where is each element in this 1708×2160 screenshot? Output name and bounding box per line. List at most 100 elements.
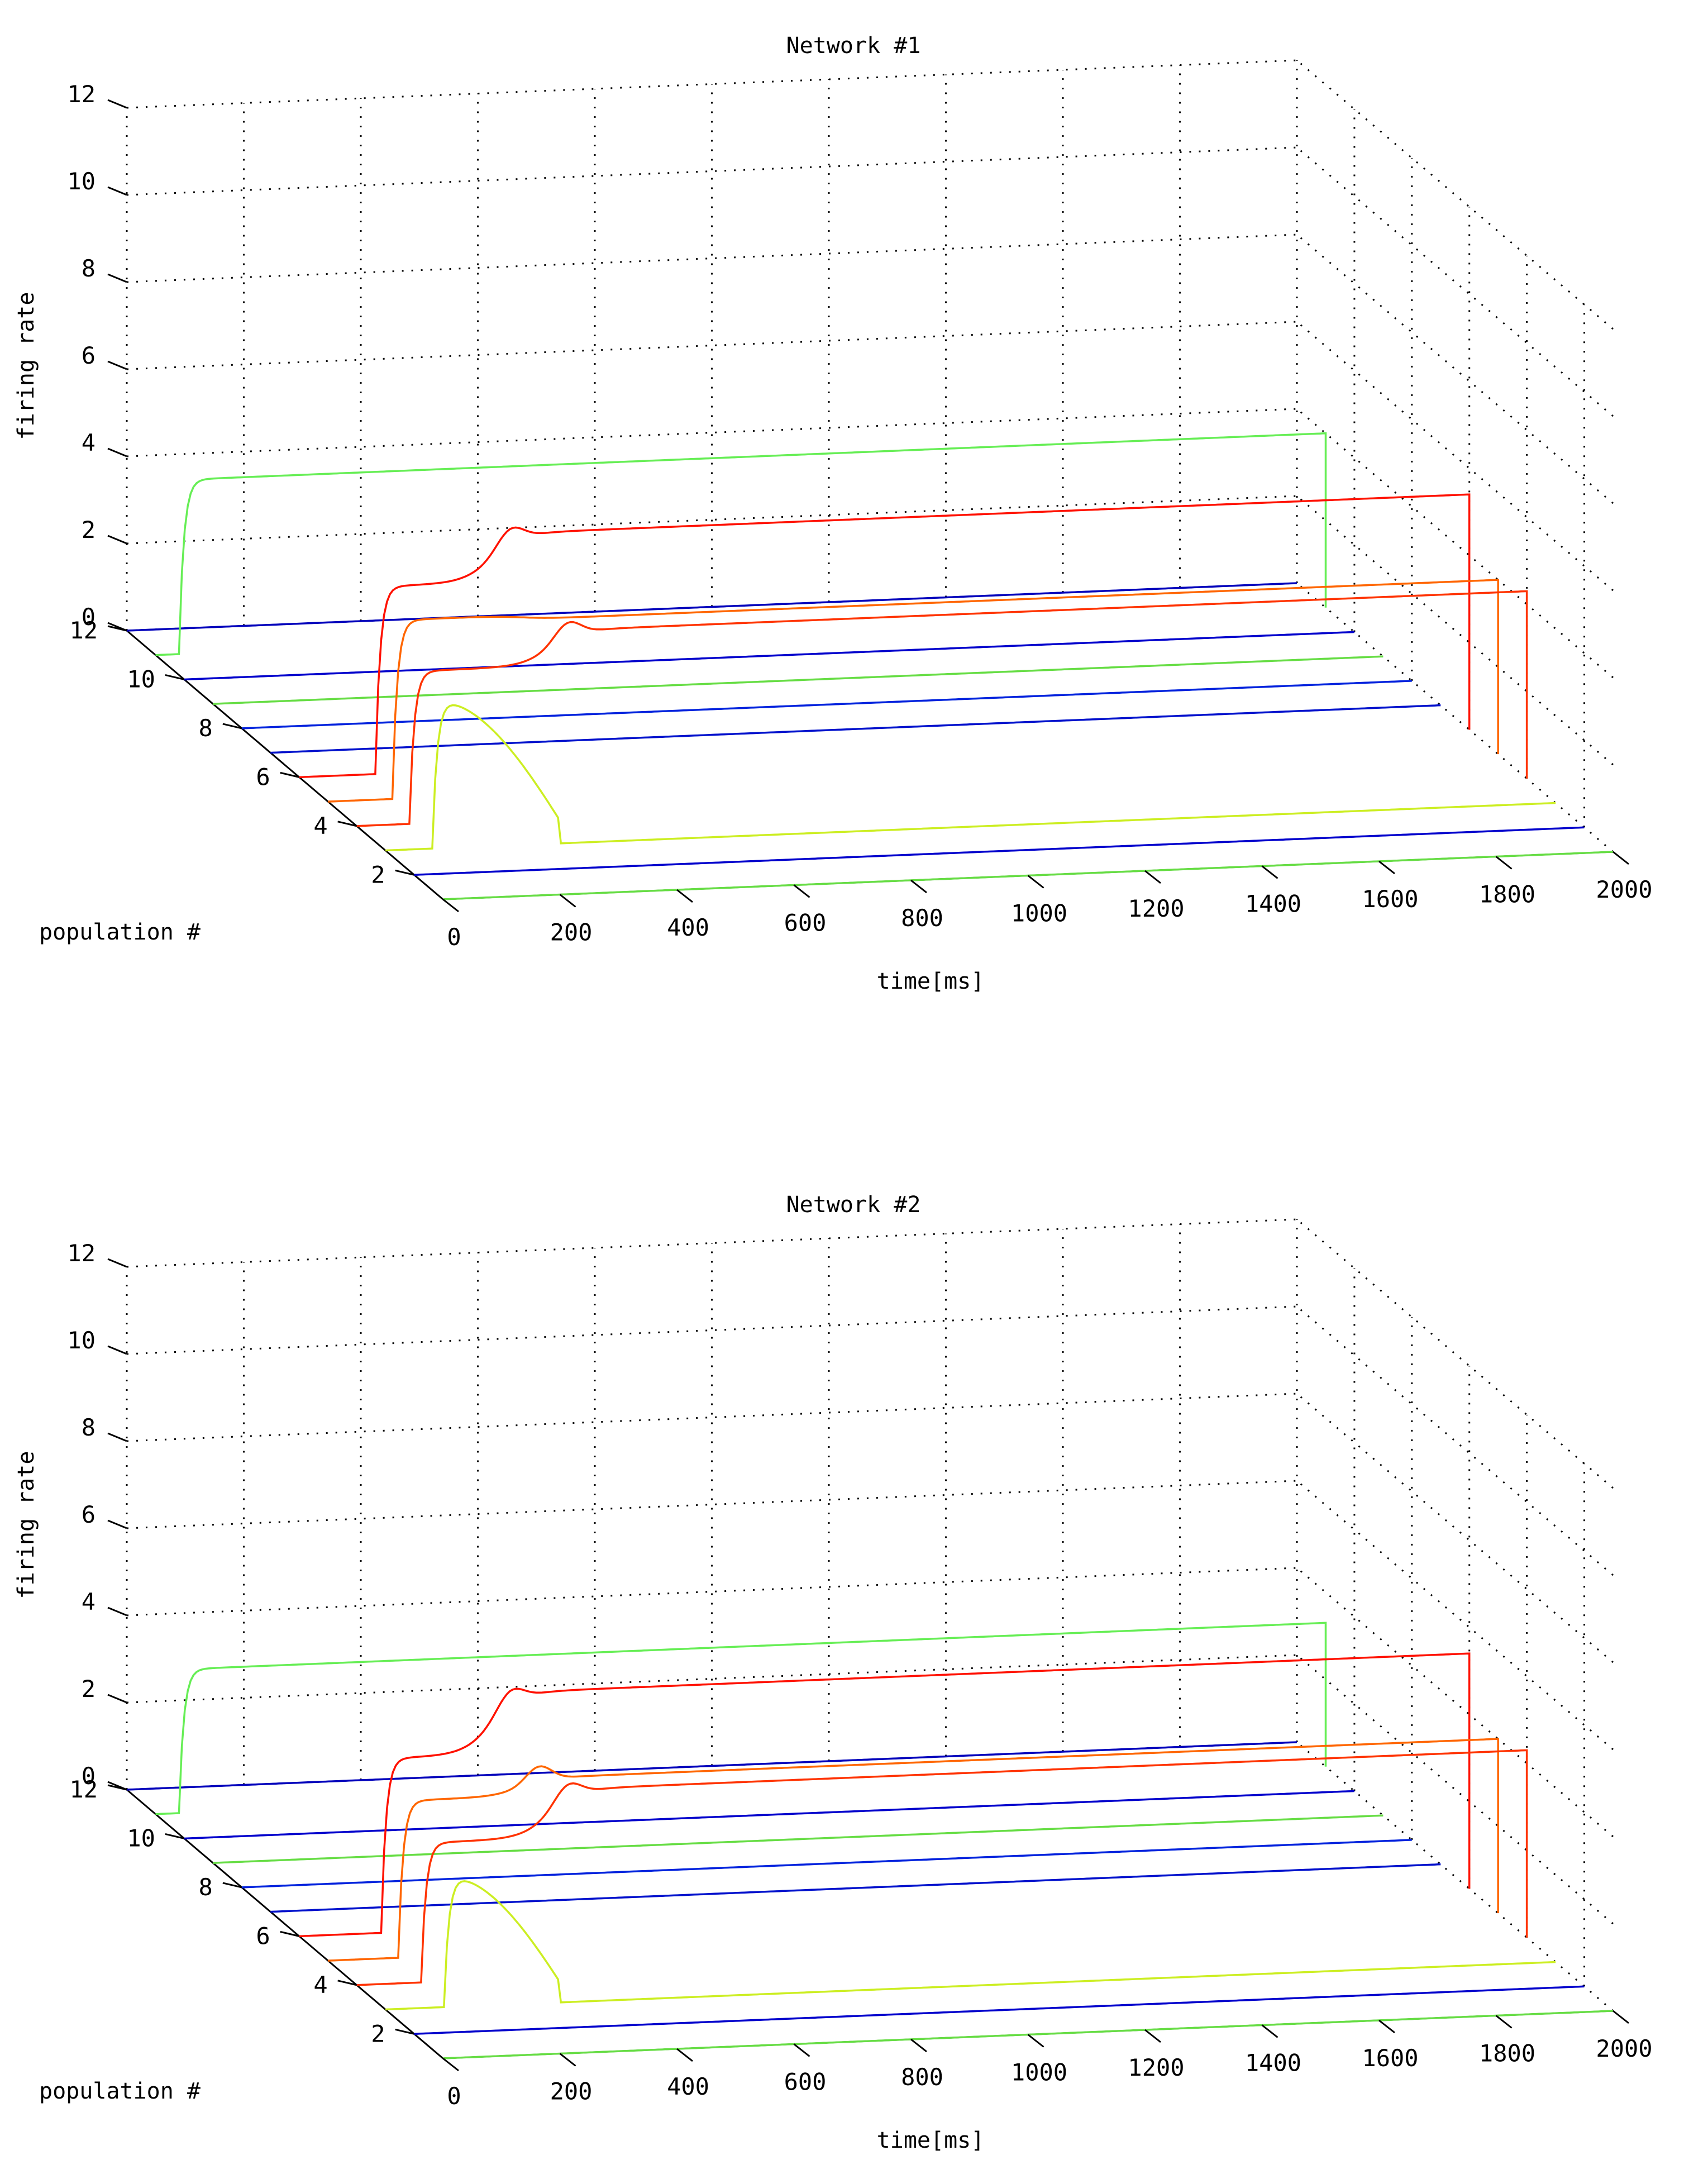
chart-network-1: Network #1 firing rate population # time…: [13, 33, 1653, 994]
z-tick-mark: [107, 535, 127, 545]
y-tick-label: 2: [371, 861, 385, 888]
y-tick-label: 8: [199, 714, 213, 742]
x-tick-label: 1600: [1362, 885, 1418, 913]
x-axis-label: time[ms]: [877, 2128, 985, 2153]
series-line-pop-6: [299, 493, 1471, 779]
y-tick-mark: [280, 1930, 300, 1937]
z-tick-label: 0: [82, 603, 96, 631]
z-tick-label: 0: [82, 1762, 96, 1790]
y-tick-mark: [337, 821, 357, 827]
y-tick-mark: [395, 869, 414, 876]
y-tick-label: 2: [371, 2020, 385, 2047]
series-line-pop-3: [385, 704, 1556, 852]
z-tick-label: 8: [82, 255, 96, 282]
y-axis-label: population #: [39, 2078, 201, 2104]
x-axis-label: time[ms]: [877, 969, 985, 994]
x-tick-label: 2000: [1596, 876, 1652, 903]
x-tick-mark: [1612, 851, 1629, 865]
x-tick-label: 2000: [1596, 2035, 1652, 2062]
series-line-pop-7: [270, 704, 1441, 754]
series-group: [126, 432, 1614, 900]
z-tick-label: 4: [82, 1588, 96, 1615]
x-tick-label: 1200: [1128, 895, 1184, 922]
z-axis-label: firing rate: [13, 292, 39, 440]
y-tick-label: 12: [69, 617, 98, 644]
x-tick-label: 800: [901, 2063, 943, 2091]
y-tick-mark: [337, 1980, 357, 1986]
z-tick-mark: [107, 186, 127, 196]
x-tick-label: 1000: [1011, 900, 1067, 927]
series-line-pop-5: [328, 1738, 1499, 1962]
x-tick-mark: [1144, 2029, 1161, 2043]
x-tick-label: 200: [550, 2078, 593, 2105]
series-line-pop-12: [126, 582, 1297, 632]
x-tick-mark: [1378, 2019, 1395, 2034]
z-tick-label: 10: [67, 168, 96, 195]
series-line-pop-3: [385, 1880, 1556, 2011]
tick-labels: 0 200 400 600 800 1000 1200 1400 1600 1800 2000 2 4 6…: [67, 80, 1652, 951]
z-tick-mark: [107, 273, 127, 283]
z-tick-label: 2: [82, 516, 96, 543]
x-tick-label: 1800: [1479, 881, 1535, 908]
x-tick-mark: [442, 898, 459, 913]
x-tick-mark: [1261, 2024, 1278, 2038]
x-tick-label: 400: [667, 2073, 709, 2100]
chart-network-2: Network #2 firing rate population # time…: [13, 1192, 1653, 2153]
x-tick-mark: [1144, 870, 1161, 884]
series-line-pop-4: [356, 1749, 1528, 1986]
y-axis-label: population #: [39, 919, 201, 945]
x-tick-mark: [1027, 2034, 1044, 2048]
z-tick-mark: [107, 447, 127, 457]
z-tick-mark: [107, 360, 127, 370]
y-tick-mark: [280, 771, 300, 778]
x-tick-mark: [1261, 865, 1278, 879]
series-line-pop-6: [299, 1652, 1471, 1938]
z-tick-mark: [107, 1432, 127, 1442]
series-line-pop-8: [241, 1839, 1412, 1889]
series-line-pop-8: [241, 680, 1412, 729]
x-tick-label: 1000: [1011, 2059, 1067, 2086]
y-tick-label: 6: [256, 763, 270, 790]
x-tick-mark: [559, 2053, 576, 2067]
x-tick-mark: [793, 884, 810, 898]
x-tick-label: 600: [784, 2068, 827, 2096]
x-tick-mark: [676, 889, 693, 903]
x-tick-label: 1400: [1245, 2049, 1301, 2077]
z-tick-mark: [107, 1606, 127, 1617]
x-tick-label: 200: [550, 919, 593, 946]
y-tick-mark: [222, 1882, 242, 1889]
x-tick-mark: [1495, 2015, 1513, 2029]
z-tick-label: 2: [82, 1675, 96, 1703]
z-tick-label: 6: [82, 1501, 96, 1528]
x-tick-label: 1600: [1362, 2044, 1418, 2072]
y-axis-line: [126, 630, 443, 900]
chart-title: Network #1: [786, 33, 921, 59]
x-tick-mark: [910, 2038, 927, 2053]
x-tick-mark: [793, 2043, 810, 2057]
chart-title: Network #2: [786, 1192, 921, 1218]
y-tick-label: 12: [69, 1776, 98, 1803]
series-line-pop-5: [328, 579, 1499, 803]
series-line-pop-12: [126, 1741, 1297, 1791]
tick-labels: 0 200 400 600 800 1000 1200 1400 1600 1800 2000 2 4 6…: [67, 1239, 1652, 2110]
y-tick-mark: [395, 2028, 414, 2035]
y-axis-line: [126, 1789, 443, 2059]
series-line-pop-2: [414, 1985, 1585, 2035]
y-tick-label: 8: [199, 1873, 213, 1901]
series-line-pop-4: [356, 590, 1528, 827]
y-tick-label: 10: [127, 665, 155, 693]
y-tick-label: 4: [313, 812, 327, 840]
z-tick-mark: [107, 1258, 127, 1268]
x-tick-mark: [676, 2048, 693, 2062]
series-line-pop-11: [155, 1622, 1327, 1815]
x-tick-label: 800: [901, 904, 943, 932]
x-tick-mark: [1495, 856, 1513, 870]
x-tick-label: 400: [667, 914, 709, 941]
z-tick-mark: [107, 1781, 127, 1791]
x-tick-mark: [1612, 2010, 1629, 2024]
series-line-pop-7: [270, 1863, 1441, 1913]
x-tick-mark: [442, 2057, 459, 2072]
x-tick-label: 600: [784, 909, 827, 937]
